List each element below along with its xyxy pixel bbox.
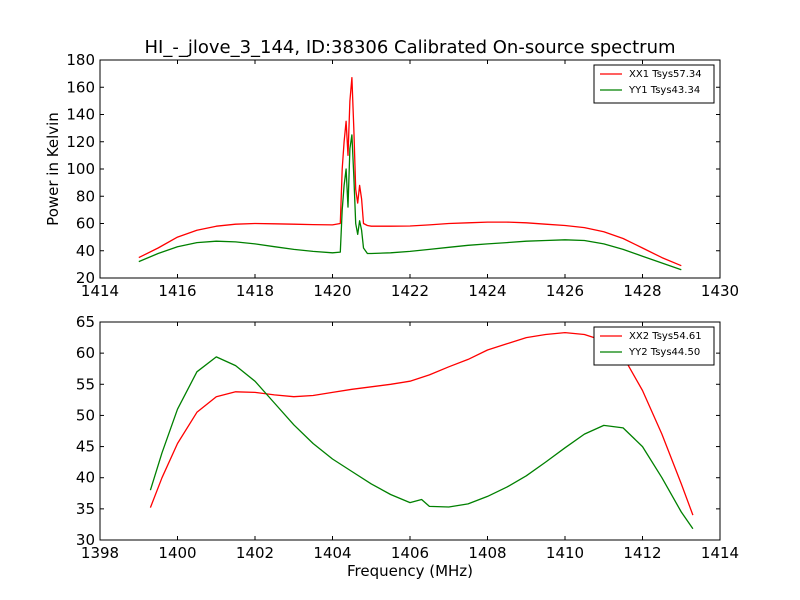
legend: XX1 Tsys57.34 YY1 Tsys43.34	[594, 65, 714, 103]
y-tick-label: 60	[76, 344, 95, 362]
x-tick-label: 1412	[623, 544, 661, 562]
x-tick-label: 1420	[313, 282, 351, 300]
x-tick-label: 1400	[158, 544, 196, 562]
x-tick-label: 1418	[236, 282, 274, 300]
x-tick-label: 1422	[391, 282, 429, 300]
legend-entry: YY1 Tsys43.34	[628, 85, 700, 96]
x-tick-label: 1414	[701, 544, 739, 562]
bottom-panel: 1398 1400 1402 1404 1406 1408 1410 1412 14143035…	[76, 313, 739, 562]
x-tick-label: 1406	[391, 544, 429, 562]
y-tick-label: 140	[66, 106, 95, 124]
x-axis-label: Frequency (MHz)	[347, 562, 473, 580]
y-tick-label: 35	[76, 500, 95, 518]
x-tick-label: 1428	[623, 282, 661, 300]
y-tick-label: 180	[66, 51, 95, 69]
y-tick-label: 40	[76, 469, 95, 487]
y-tick-label: 60	[76, 215, 95, 233]
y-tick-label: 100	[66, 160, 95, 178]
y-tick-label: 55	[76, 375, 95, 393]
y-tick-label: 45	[76, 438, 95, 456]
chart-title: HI_-_jlove_3_144, ID:38306 Calibrated On…	[144, 37, 675, 58]
x-tick-label: 1416	[158, 282, 196, 300]
y-tick-label: 30	[76, 531, 95, 549]
x-tick-label: 1404	[313, 544, 351, 562]
x-tick-label: 1402	[236, 544, 274, 562]
legend-entry: XX1 Tsys57.34	[629, 69, 702, 80]
top-panel: 1414 1416 1418 1420 1422 1424 1426 1428 14302040…	[44, 37, 739, 300]
y-tick-label: 20	[76, 269, 95, 287]
y-tick-label: 65	[76, 313, 95, 331]
x-tick-label: 1426	[546, 282, 584, 300]
legend: XX2 Tsys54.61 YY2 Tsys44.50	[594, 327, 714, 365]
y-tick-label: 80	[76, 187, 95, 205]
legend-entry: XX2 Tsys54.61	[629, 331, 702, 342]
series-line-2	[150, 357, 693, 529]
x-tick-label: 1410	[546, 544, 584, 562]
x-tick-label: 1408	[468, 544, 506, 562]
x-tick-label: 1424	[468, 282, 506, 300]
legend-entry: YY2 Tsys44.50	[628, 347, 700, 358]
x-tick-label: 1430	[701, 282, 739, 300]
series-line-1	[139, 78, 682, 266]
series-line-2	[139, 135, 682, 270]
y-tick-label: 40	[76, 242, 95, 260]
y-tick-label: 120	[66, 133, 95, 151]
y-tick-label: 160	[66, 78, 95, 96]
y-axis-label: Power in Kelvin	[44, 112, 62, 226]
y-tick-label: 50	[76, 406, 95, 424]
